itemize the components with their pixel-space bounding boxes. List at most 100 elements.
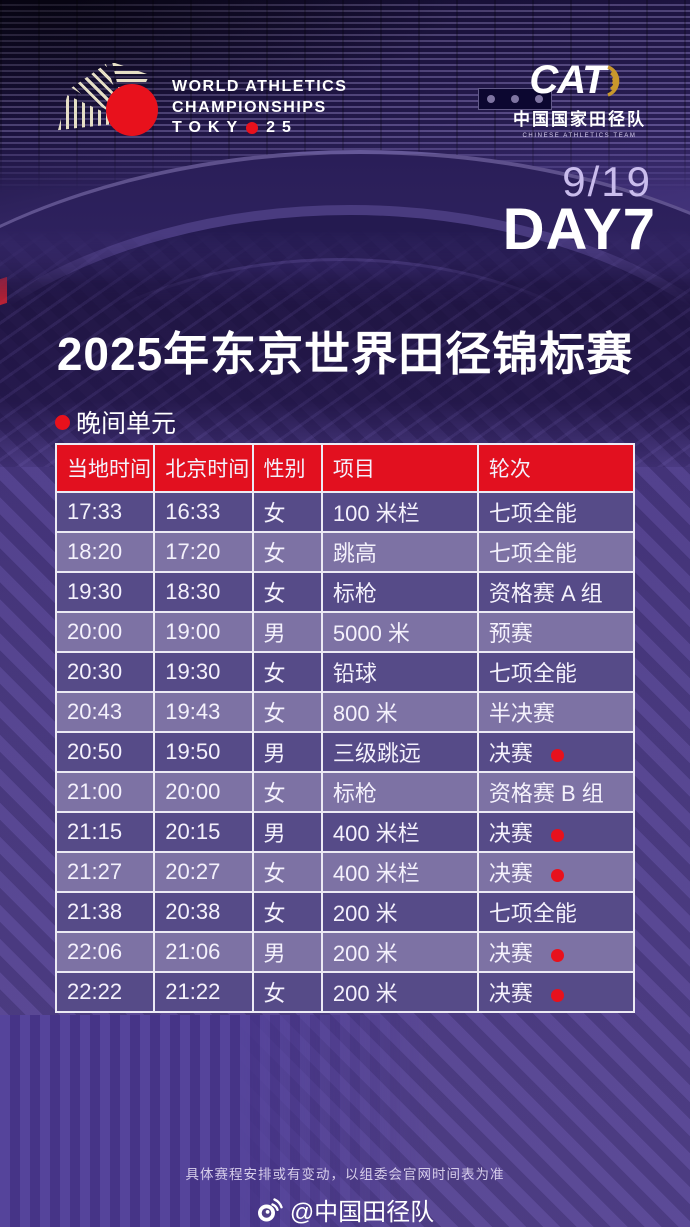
cell-beijing-time: 20:15: [153, 811, 254, 853]
cell-round: 决赛: [476, 811, 636, 853]
session-text: 晚间单元: [76, 410, 177, 438]
cell-local-time: 20:30: [54, 651, 156, 693]
table-row: 21:00 20:00 女 标枪 资格赛 B 组: [54, 771, 636, 813]
cell-gender: 男: [251, 811, 323, 853]
col-round: 轮次: [476, 443, 636, 493]
weibo-icon: [257, 1197, 283, 1221]
cell-beijing-time: 20:00: [153, 771, 254, 813]
col-gender: 性别: [251, 443, 323, 493]
bg-vertical-stripes: [0, 1015, 430, 1227]
cell-beijing-time: 17:20: [153, 531, 254, 573]
cat-name-cn: 中国国家田径队: [513, 110, 646, 129]
tokyo-red-dot-icon: [246, 122, 259, 135]
col-event: 项目: [320, 443, 479, 493]
photo-vignette: [0, 0, 690, 310]
table-row: 22:06 21:06 男 200 米 决赛: [54, 931, 636, 973]
cell-local-time: 20:50: [54, 731, 156, 773]
emblem-red-circle-icon: [105, 84, 158, 137]
cell-local-time: 22:06: [54, 931, 156, 973]
cell-beijing-time: 21:22: [153, 971, 254, 1013]
weibo-handle-text: @中国田径队: [289, 1199, 435, 1226]
cell-gender: 女: [251, 691, 323, 733]
cell-local-time: 21:27: [54, 851, 156, 893]
cell-event: 5000 米: [320, 611, 479, 653]
cell-round: 七项全能: [476, 531, 636, 573]
day-label: DAY7: [502, 197, 656, 262]
cat-team-logo: CAT 中国国家田径队 CHINESE ATHLETICS TEAM: [513, 58, 646, 139]
cell-gender: 女: [251, 571, 323, 613]
wa-line2: CHAMPIONSHIPS: [172, 98, 327, 116]
medal-dot-icon: [550, 948, 564, 962]
cell-round: 资格赛 A 组: [476, 571, 636, 613]
cell-gender: 男: [251, 731, 323, 773]
cell-local-time: 22:22: [54, 971, 156, 1013]
cell-local-time: 21:38: [54, 891, 156, 933]
stadium-photo: [0, 0, 690, 310]
cell-beijing-time: 19:00: [153, 611, 254, 653]
wa-tokyo25-line: TOKY 25: [172, 119, 298, 137]
col-beijing-time: 北京时间: [153, 443, 254, 493]
cell-round: 七项全能: [476, 891, 636, 933]
table-row: 17:33 16:33 女 100 米栏 七项全能: [54, 491, 636, 533]
cell-gender: 女: [251, 651, 323, 693]
medal-dot-icon: [550, 868, 564, 882]
cell-event: 跳高: [320, 531, 479, 573]
wa-line1: WORLD ATHLETICS: [172, 78, 348, 96]
cell-event: 标枪: [320, 571, 479, 613]
cell-gender: 女: [251, 491, 323, 533]
cell-local-time: 21:00: [54, 771, 156, 813]
session-label: 晚间单元: [55, 404, 176, 440]
table-row: 20:30 19:30 女 铅球 七项全能: [54, 651, 636, 693]
cell-beijing-time: 19:50: [153, 731, 254, 773]
cell-round: 决赛: [476, 851, 636, 893]
cell-local-time: 19:30: [54, 571, 156, 613]
date-label: 9/19: [562, 158, 652, 205]
table-row: 20:50 19:50 男 三级跳远 决赛: [54, 731, 636, 773]
cell-beijing-time: 20:27: [153, 851, 254, 893]
cell-event: 400 米栏: [320, 811, 479, 853]
world-athletics-logo: WORLD ATHLETICS CHAMPIONSHIPS TOKY 25: [58, 62, 347, 154]
cell-beijing-time: 20:38: [153, 891, 254, 933]
cell-round: 资格赛 B 组: [476, 771, 636, 813]
cat-arc-icon: [606, 64, 619, 97]
table-row: 18:20 17:20 女 跳高 七项全能: [54, 531, 636, 573]
cell-round: 决赛: [476, 971, 636, 1013]
table-row: 21:15 20:15 男 400 米栏 决赛: [54, 811, 636, 853]
schedule-disclaimer: 具体赛程安排或有变动，以组委会官网时间表为准: [185, 1167, 505, 1182]
cell-event: 800 米: [320, 691, 479, 733]
table-row: 21:27 20:27 女 400 米栏 决赛: [54, 851, 636, 893]
table-row: 20:00 19:00 男 5000 米 预赛: [54, 611, 636, 653]
cell-gender: 男: [251, 931, 323, 973]
cell-local-time: 17:33: [54, 491, 156, 533]
weibo-handle: @中国田径队: [0, 1192, 690, 1227]
cell-event: 标枪: [320, 771, 479, 813]
table-row: 19:30 18:30 女 标枪 资格赛 A 组: [54, 571, 636, 613]
cell-event: 200 米: [320, 931, 479, 973]
tokyo25-emblem-icon: [58, 62, 162, 154]
cell-gender: 女: [251, 891, 323, 933]
medal-dot-icon: [550, 748, 564, 762]
session-dot-icon: [55, 414, 70, 430]
cell-round: 决赛: [476, 931, 636, 973]
schedule-table: 当地时间 北京时间 性别 项目 轮次 17:33 16:33 女 100 米栏 …: [54, 443, 636, 1013]
cell-gender: 女: [251, 851, 323, 893]
cell-local-time: 20:00: [54, 611, 156, 653]
cell-gender: 女: [251, 771, 323, 813]
medal-dot-icon: [550, 988, 564, 1002]
cell-beijing-time: 21:06: [153, 931, 254, 973]
cell-event: 200 米: [320, 891, 479, 933]
cell-gender: 女: [251, 971, 323, 1013]
cell-beijing-time: 19:30: [153, 651, 254, 693]
col-local-time: 当地时间: [54, 443, 156, 493]
cell-gender: 男: [251, 611, 323, 653]
page-title: 2025年东京世界田径锦标赛: [56, 328, 634, 380]
world-athletics-wordmark: WORLD ATHLETICS CHAMPIONSHIPS TOKY 25: [172, 77, 347, 138]
cell-local-time: 21:15: [54, 811, 156, 853]
cell-local-time: 18:20: [54, 531, 156, 573]
medal-dot-icon: [550, 828, 564, 842]
cell-round: 七项全能: [476, 651, 636, 693]
cell-event: 200 米: [320, 971, 479, 1013]
cell-round: 半决赛: [476, 691, 636, 733]
table-row: 22:22 21:22 女 200 米 决赛: [54, 971, 636, 1013]
